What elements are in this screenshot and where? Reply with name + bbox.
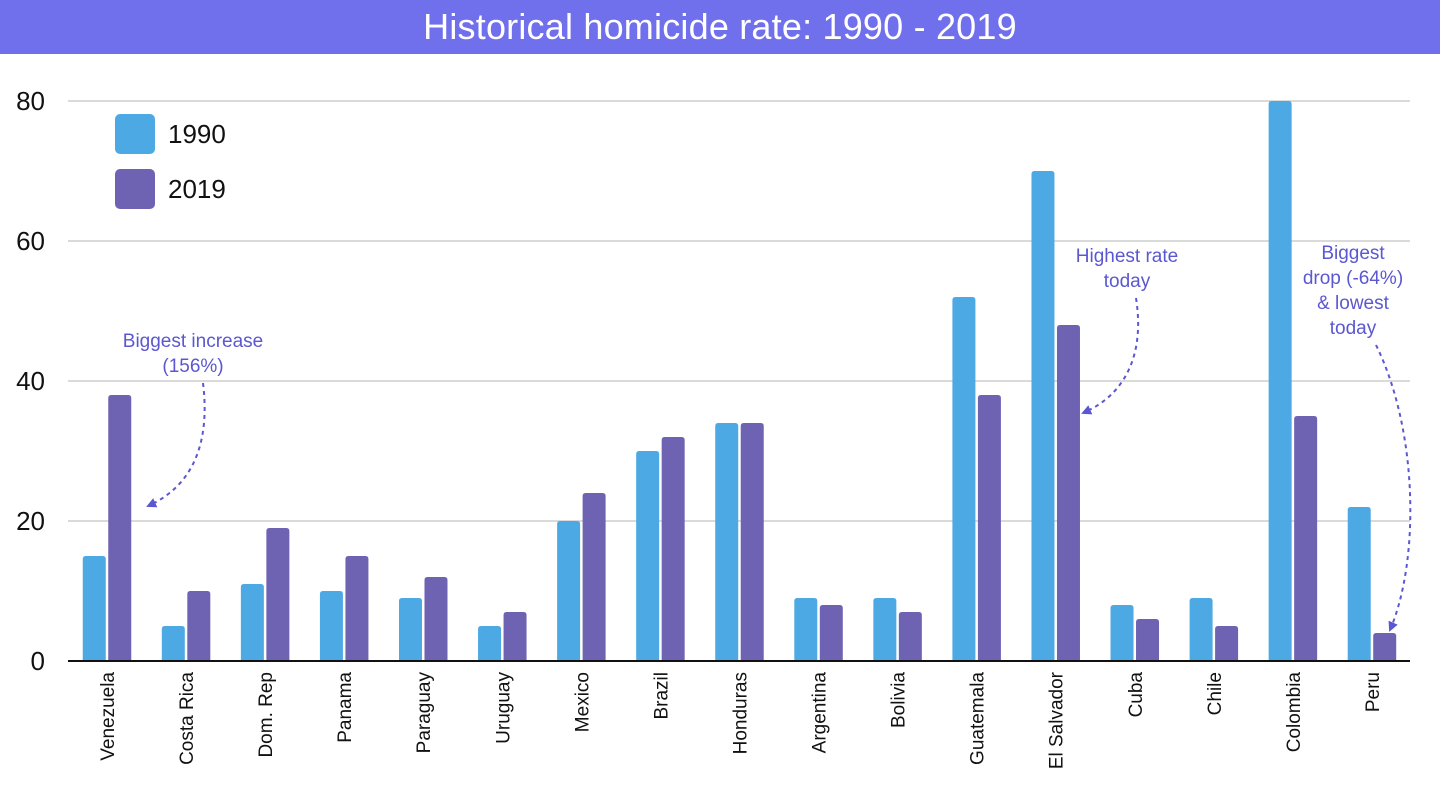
category-label: El Salvador <box>1047 671 1068 769</box>
category-label: Mexico <box>572 672 593 732</box>
legend-label-2019: 2019 <box>168 174 226 204</box>
category-label: Uruguay <box>493 672 514 744</box>
category-label: Cuba <box>1126 672 1147 718</box>
bar-2019 <box>424 577 448 661</box>
bar-1990 <box>794 598 818 661</box>
annotation-text: Biggest <box>1321 243 1385 264</box>
bar-2019 <box>503 612 527 661</box>
annotation: Biggest drop (-64%) & lowest today <box>1303 243 1412 632</box>
category-label: Honduras <box>730 672 751 754</box>
category-label: Paraguay <box>414 672 435 754</box>
bar-2019 <box>108 395 132 661</box>
bar-1990 <box>82 556 106 661</box>
category-label: Panama <box>335 672 356 743</box>
bar-1990 <box>557 521 581 661</box>
category-label: Peru <box>1363 672 1384 712</box>
bar-1990 <box>1110 605 1134 661</box>
category-label: Brazil <box>651 672 672 720</box>
bar-1990 <box>398 598 422 661</box>
legend-label-1990: 1990 <box>168 119 226 149</box>
annotation-text: Highest rate <box>1076 246 1178 267</box>
category-label: Colombia <box>1284 672 1305 753</box>
bar-1990 <box>1347 507 1371 661</box>
bar-2019 <box>898 612 922 661</box>
category-label: Guatemala <box>968 672 989 765</box>
annotations: Biggest increase(156%)Highest ratetodayB… <box>123 243 1412 632</box>
bar-2019 <box>819 605 843 661</box>
bar-1990 <box>636 451 660 661</box>
annotation-text: Biggest increase <box>123 331 263 352</box>
y-tick-label: 60 <box>16 226 45 256</box>
chart-title: Historical homicide rate: 1990 - 2019 <box>423 6 1017 47</box>
category-label: Argentina <box>810 672 831 754</box>
annotation-arrow <box>1375 344 1412 632</box>
bar-1990 <box>319 591 343 661</box>
category-label: Chile <box>1205 672 1226 715</box>
bar-2019 <box>187 591 211 661</box>
bar-2019 <box>661 437 685 661</box>
bar-2019 <box>1294 416 1318 661</box>
bar-2019 <box>740 423 764 661</box>
category-label: Costa Rica <box>177 672 198 765</box>
bar-1990 <box>478 626 502 661</box>
category-label: Dom. Rep <box>256 672 277 758</box>
bar-1990 <box>952 297 976 661</box>
bar-2019 <box>1056 325 1080 661</box>
bar-2019 <box>345 556 369 661</box>
bar-2019 <box>1215 626 1239 661</box>
bar-chart: 0 20 40 60 80 Venezuela Costa Rica Dom. Rep Pan… <box>16 86 1412 769</box>
annotation-arrow <box>146 382 206 508</box>
gridlines <box>68 100 1410 522</box>
annotation-text: drop (-64%) <box>1303 268 1403 289</box>
bar-1990 <box>1031 171 1055 661</box>
bar-1990 <box>161 626 185 661</box>
bar-2019 <box>1373 633 1397 661</box>
y-tick-label: 20 <box>16 506 45 536</box>
category-label: Venezuela <box>98 672 119 761</box>
bars <box>82 101 1397 661</box>
category-labels: Venezuela Costa Rica Dom. Rep Panama Paragua… <box>98 671 1384 769</box>
annotation-text: today <box>1330 318 1377 339</box>
annotation-text: (156%) <box>162 356 223 377</box>
legend-swatch-2019 <box>115 169 155 209</box>
bar-1990 <box>1268 101 1292 661</box>
legend: 1990 2019 <box>115 114 226 209</box>
annotation: Biggest increase (156%) <box>123 331 263 508</box>
annotation-text: & lowest <box>1317 293 1390 314</box>
bar-2019 <box>977 395 1001 661</box>
bar-2019 <box>582 493 606 661</box>
legend-swatch-1990 <box>115 114 155 154</box>
y-tick-label: 40 <box>16 366 45 396</box>
y-tick-label: 0 <box>31 646 45 676</box>
bar-1990 <box>873 598 897 661</box>
title-bar: Historical homicide rate: 1990 - 2019 <box>0 0 1440 54</box>
category-label: Bolivia <box>889 672 910 728</box>
y-axis-ticks: 0 20 40 60 80 <box>16 86 45 676</box>
bar-2019 <box>1136 619 1160 661</box>
bar-1990 <box>240 584 264 661</box>
bar-1990 <box>1189 598 1213 661</box>
annotation: Highest rate today <box>1076 246 1178 415</box>
y-tick-label: 80 <box>16 86 45 116</box>
bar-1990 <box>715 423 739 661</box>
bar-2019 <box>266 528 290 661</box>
annotation-arrow <box>1081 297 1140 415</box>
annotation-text: today <box>1104 271 1151 292</box>
